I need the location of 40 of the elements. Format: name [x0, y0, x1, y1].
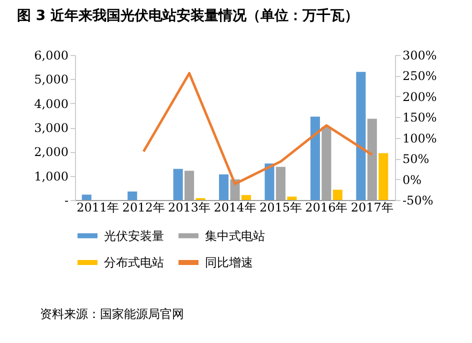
bar — [241, 195, 251, 200]
chart-title: 图 3 近年来我国光伏电站安装量情况（单位：万千瓦） — [17, 7, 358, 24]
x-tick-label: 2013年 — [168, 200, 211, 214]
y-tick-label: 2,000 — [34, 145, 68, 160]
y-tick-label: 3,000 — [34, 121, 68, 135]
x-tick-label: 2011年 — [76, 200, 120, 214]
line-series — [142, 72, 374, 186]
bar — [378, 153, 388, 200]
y2-tick-label: 50% — [402, 152, 430, 166]
legend-label: 集中式电站 — [205, 228, 265, 243]
y-tick-label: 1,000 — [34, 169, 68, 184]
text: 资料来源：国家能源局官网 — [40, 306, 184, 323]
x-tick-label: 2016年 — [305, 200, 348, 214]
bar — [173, 168, 183, 200]
legend-label: 同比增速 — [205, 256, 253, 270]
y2-tick-label: 200% — [402, 90, 437, 104]
bar — [310, 116, 320, 200]
legend-label: 分布式电站 — [104, 256, 164, 270]
y2-tick-label: 0% — [402, 172, 422, 187]
x-tick-label: 2015年 — [259, 200, 302, 214]
y-tick-label: 5,000 — [34, 72, 68, 87]
bar — [264, 164, 274, 200]
y-tick-label: 6,000 — [34, 48, 68, 62]
bar — [332, 190, 342, 200]
bar — [82, 194, 92, 200]
y2-tick-label: 250% — [402, 69, 437, 84]
y2-tick-label: 300% — [402, 48, 437, 62]
y2-tick-label: -50% — [402, 194, 434, 208]
bar — [287, 196, 297, 200]
legend-label: 光伏安装量 — [104, 228, 164, 243]
y-tick-label: - — [64, 194, 68, 208]
y2-tick-label: 150% — [402, 110, 437, 125]
y2-tick-label: 100% — [402, 131, 437, 146]
bar — [128, 192, 138, 200]
x-tick-label: 2014年 — [214, 200, 256, 214]
x-tick-label: 2017年 — [350, 200, 394, 214]
bar — [356, 72, 366, 200]
x-tick-label: 2012年 — [122, 200, 165, 214]
bar — [219, 174, 229, 200]
y-tick-label: 4,000 — [34, 96, 68, 111]
